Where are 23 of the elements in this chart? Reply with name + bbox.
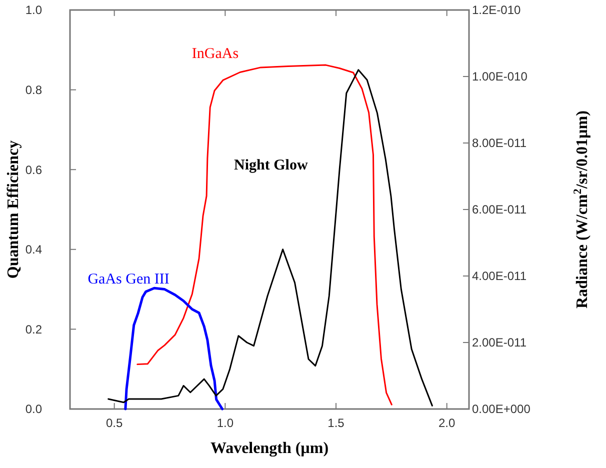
x-tick-label: 1.5 [328,416,345,430]
x-tick-label: 1.0 [216,416,234,430]
series-label: InGaAs [192,46,239,62]
y2-tick-label: 2.00E-011 [472,336,527,350]
y2-tick-label: 1.2E-010 [472,3,522,18]
y2-tick-label: 6.00E-011 [472,202,527,217]
x-tick-label: 2.0 [438,416,456,430]
y-tick-label: 1.0 [25,3,42,18]
y-tick-label: 0.8 [25,83,42,97]
line-series [124,286,224,410]
y-tick-label: 0.4 [25,242,42,257]
y2-tick-label: 8.00E-011 [472,136,527,150]
y2-tick-label: 1.00E-010 [472,70,528,84]
series-label: GaAs Gen III [88,271,170,288]
x-axis-title: Wavelength (µm) [210,440,329,457]
y2-tick-label: 0.00E+000 [472,402,531,416]
y-tick-label: 0.6 [25,162,42,177]
x-tick-label: 0.5 [106,416,123,430]
y-tick-label: 0.2 [25,322,42,336]
text: Night Glow [234,158,308,174]
y2-tick-label: 4.00E-011 [472,269,527,284]
y-axis-title: Quantum Efficiency [5,140,22,279]
y-tick-label: 0.0 [25,402,42,416]
